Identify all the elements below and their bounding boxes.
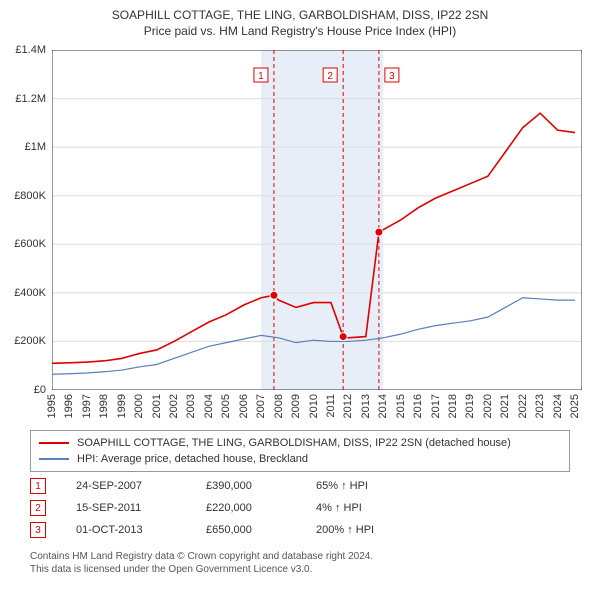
x-tick-label: 2000 bbox=[133, 394, 145, 418]
chart-title: SOAPHILL COTTAGE, THE LING, GARBOLDISHAM… bbox=[0, 0, 600, 22]
chart-subtitle: Price paid vs. HM Land Registry's House … bbox=[0, 22, 600, 44]
x-tick-label: 2001 bbox=[151, 394, 163, 418]
x-tick-label: 2024 bbox=[552, 394, 564, 418]
x-tick-label: 2003 bbox=[185, 394, 197, 418]
x-tick-label: 2022 bbox=[517, 394, 529, 418]
x-tick-label: 2020 bbox=[482, 394, 494, 418]
footer-line: This data is licensed under the Open Gov… bbox=[30, 563, 570, 576]
svg-text:2: 2 bbox=[327, 71, 333, 82]
x-tick-label: 1999 bbox=[116, 394, 128, 418]
y-tick-label: £1.2M bbox=[2, 93, 46, 105]
x-tick-label: 2011 bbox=[325, 394, 337, 418]
x-tick-label: 2004 bbox=[203, 394, 215, 418]
chart-svg: 1 2 3 bbox=[52, 50, 582, 390]
legend-item: SOAPHILL COTTAGE, THE LING, GARBOLDISHAM… bbox=[39, 435, 561, 451]
event-row: 1 24-SEP-2007£390,00065% ↑ HPI bbox=[30, 475, 570, 497]
events-table: 1 24-SEP-2007£390,00065% ↑ HPI 2 15-SEP-201… bbox=[30, 475, 570, 541]
y-tick-label: £0 bbox=[2, 384, 46, 396]
x-tick-label: 2021 bbox=[499, 394, 511, 418]
x-tick-label: 2013 bbox=[360, 394, 372, 418]
x-tick-label: 2012 bbox=[342, 394, 354, 418]
x-tick-label: 2002 bbox=[168, 394, 180, 418]
event-percent: 4% ↑ HPI bbox=[316, 502, 446, 514]
x-tick-label: 2016 bbox=[412, 394, 424, 418]
event-percent: 200% ↑ HPI bbox=[316, 524, 446, 536]
footer-line: Contains HM Land Registry data © Crown c… bbox=[30, 550, 570, 563]
event-number-box: 2 bbox=[30, 500, 46, 516]
x-tick-label: 2005 bbox=[220, 394, 232, 418]
x-tick-label: 2017 bbox=[430, 394, 442, 418]
event-row: 3 01-OCT-2013£650,000200% ↑ HPI bbox=[30, 519, 570, 541]
legend-swatch bbox=[39, 442, 69, 444]
chart-plot-area: 123 £0£200K£400K£600K£800K£1M£1.2M£1.4M1… bbox=[52, 50, 582, 390]
svg-text:3: 3 bbox=[389, 71, 395, 82]
x-tick-label: 2010 bbox=[308, 394, 320, 418]
event-number-box: 3 bbox=[30, 522, 46, 538]
x-tick-label: 1996 bbox=[63, 394, 75, 418]
x-tick-label: 1995 bbox=[46, 394, 58, 418]
event-price: £650,000 bbox=[206, 524, 316, 536]
legend-label: SOAPHILL COTTAGE, THE LING, GARBOLDISHAM… bbox=[77, 435, 511, 451]
x-tick-label: 2023 bbox=[534, 394, 546, 418]
event-date: 24-SEP-2007 bbox=[76, 480, 206, 492]
x-tick-label: 1998 bbox=[98, 394, 110, 418]
event-date: 01-OCT-2013 bbox=[76, 524, 206, 536]
legend-box: SOAPHILL COTTAGE, THE LING, GARBOLDISHAM… bbox=[30, 430, 570, 472]
legend-swatch bbox=[39, 458, 69, 460]
footer-attribution: Contains HM Land Registry data © Crown c… bbox=[30, 550, 570, 576]
svg-text:1: 1 bbox=[258, 71, 264, 82]
event-percent: 65% ↑ HPI bbox=[316, 480, 446, 492]
y-tick-label: £200K bbox=[2, 335, 46, 347]
event-date: 15-SEP-2011 bbox=[76, 502, 206, 514]
y-tick-label: £600K bbox=[2, 238, 46, 250]
x-tick-label: 1997 bbox=[81, 394, 93, 418]
event-price: £390,000 bbox=[206, 480, 316, 492]
legend-label: HPI: Average price, detached house, Brec… bbox=[77, 451, 308, 467]
event-number-box: 1 bbox=[30, 478, 46, 494]
event-price: £220,000 bbox=[206, 502, 316, 514]
x-tick-label: 2014 bbox=[377, 394, 389, 418]
chart-container: SOAPHILL COTTAGE, THE LING, GARBOLDISHAM… bbox=[0, 0, 600, 590]
legend-item: HPI: Average price, detached house, Brec… bbox=[39, 451, 561, 467]
y-tick-label: £1.4M bbox=[2, 44, 46, 56]
x-tick-label: 2018 bbox=[447, 394, 459, 418]
x-tick-label: 2019 bbox=[464, 394, 476, 418]
x-tick-label: 2015 bbox=[395, 394, 407, 418]
x-tick-label: 2007 bbox=[255, 394, 267, 418]
event-row: 2 15-SEP-2011£220,0004% ↑ HPI bbox=[30, 497, 570, 519]
x-tick-label: 2009 bbox=[290, 394, 302, 418]
y-tick-label: £1M bbox=[2, 141, 46, 153]
x-tick-label: 2008 bbox=[273, 394, 285, 418]
y-tick-label: £800K bbox=[2, 190, 46, 202]
y-tick-label: £400K bbox=[2, 287, 46, 299]
x-tick-label: 2006 bbox=[238, 394, 250, 418]
x-tick-label: 2025 bbox=[569, 394, 581, 418]
